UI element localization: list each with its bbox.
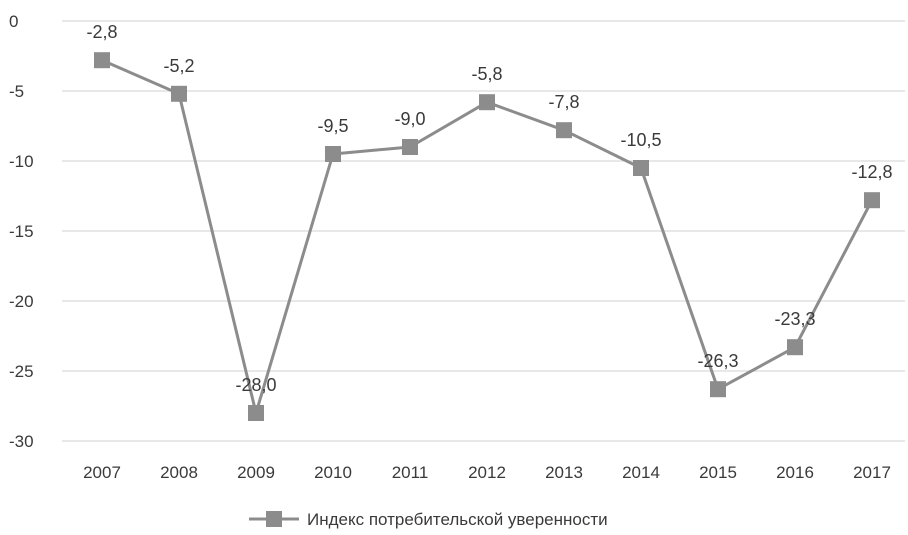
y-tick-label: -10	[9, 152, 34, 171]
y-tick-label: -30	[9, 432, 34, 451]
legend-marker-swatch	[266, 511, 282, 527]
x-tick-label: 2008	[160, 463, 198, 482]
data-point-marker	[864, 192, 880, 209]
series-line	[101, 58, 874, 415]
data-labels: -2,8 -5,2 -28,0 -9,5 -9,0 -5,8 -7,8 -10,5 -26,3 -…	[86, 22, 892, 395]
x-tick-label: 2010	[314, 463, 352, 482]
data-point-marker	[94, 52, 110, 69]
y-tick-label: -5	[9, 82, 24, 101]
data-label: -2,8	[86, 22, 117, 42]
y-axis-ticks: 0 -5 -10 -15 -20 -25 -30	[9, 12, 34, 451]
data-point-marker	[633, 160, 649, 176]
data-label: -5,8	[471, 64, 502, 84]
x-tick-label: 2016	[776, 463, 814, 482]
data-point-marker	[479, 94, 495, 111]
legend-label: Индекс потребительской уверенности	[307, 510, 608, 529]
data-label: -5,2	[163, 56, 194, 76]
data-label: -9,5	[317, 116, 348, 136]
x-tick-label: 2014	[622, 463, 660, 482]
data-point-marker	[556, 122, 572, 139]
x-tick-label: 2015	[699, 463, 737, 482]
data-point-marker	[787, 339, 803, 356]
x-tick-label: 2011	[392, 463, 429, 482]
data-point-marker	[325, 146, 341, 162]
series-line-group	[94, 52, 880, 421]
data-point-marker	[171, 85, 187, 102]
data-point-marker	[402, 139, 418, 155]
y-tick-label: 0	[9, 12, 18, 31]
data-point-marker	[248, 405, 264, 421]
x-tick-label: 2013	[545, 463, 583, 482]
y-tick-label: -15	[9, 222, 34, 241]
data-label: -7,8	[548, 92, 579, 112]
data-label: -10,5	[620, 130, 661, 150]
gridlines	[62, 20, 905, 442]
x-tick-label: 2007	[83, 463, 121, 482]
data-label: -28,0	[235, 375, 276, 395]
x-tick-label: 2012	[468, 463, 506, 482]
legend: Индекс потребительской уверенности	[249, 510, 608, 529]
y-tick-label: -20	[9, 292, 34, 311]
data-label: -23,3	[774, 309, 815, 329]
data-point-marker	[710, 381, 726, 398]
x-axis-ticks: 2007 2008 2009 2010 2011 2012 2013 2014 2015 2016…	[83, 463, 891, 482]
data-label: -12,8	[851, 162, 892, 182]
x-tick-label: 2009	[237, 463, 275, 482]
data-label: -26,3	[697, 351, 738, 371]
data-label: -9,0	[394, 109, 425, 129]
x-tick-label: 2017	[853, 463, 891, 482]
y-tick-label: -25	[9, 362, 34, 381]
